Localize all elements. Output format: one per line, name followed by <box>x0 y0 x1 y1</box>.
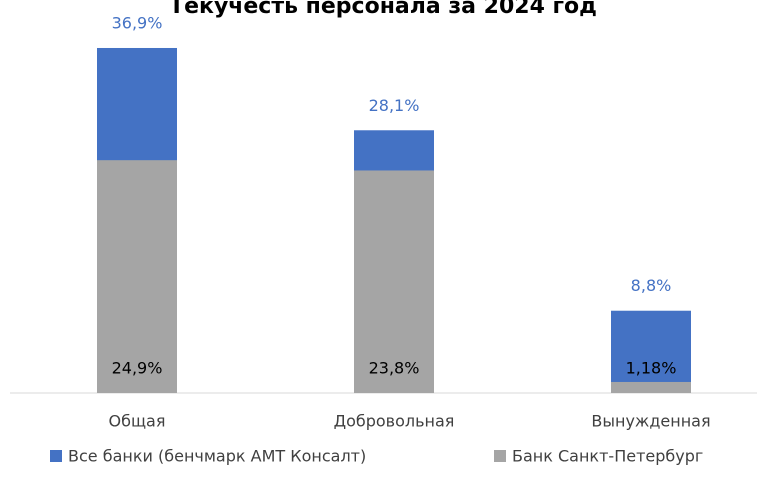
bar <box>97 160 177 393</box>
x-tick-label: Добровольная <box>334 412 455 431</box>
data-label: 36,9% <box>112 13 163 32</box>
data-label: 23,8% <box>369 359 420 378</box>
legend-swatch <box>494 450 506 462</box>
legend-label: Банк Санкт-Петербург <box>512 447 703 466</box>
data-label: 24,9% <box>112 359 163 378</box>
bar <box>611 381 691 393</box>
data-label: 28,1% <box>369 96 420 115</box>
data-label: 1,18% <box>626 359 677 378</box>
x-tick-label: Вынужденная <box>591 412 710 431</box>
legend-label: Все банки (бенчмарк АМТ Консалт) <box>68 447 366 466</box>
chart-title: Текучесть персонала за 2024 год <box>169 0 597 19</box>
bar <box>611 310 691 393</box>
bar <box>354 170 434 393</box>
legend-swatch <box>50 450 62 462</box>
x-tick-label: Общая <box>109 412 166 431</box>
data-label: 8,8% <box>631 276 672 295</box>
